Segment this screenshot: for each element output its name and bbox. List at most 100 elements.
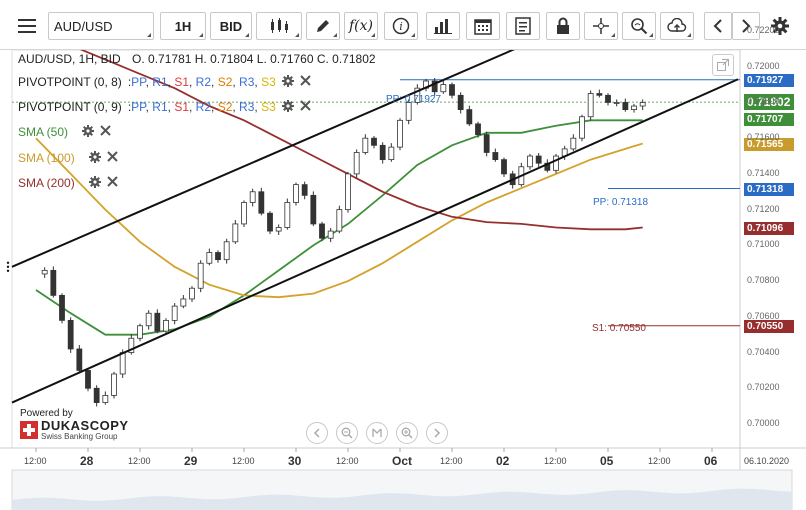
calendar-button[interactable]: [466, 12, 500, 40]
scroll-right-button[interactable]: [732, 12, 760, 40]
timeframe-selector[interactable]: 1H: [160, 12, 206, 40]
draw-button[interactable]: [306, 12, 340, 40]
close-icon[interactable]: [106, 176, 118, 190]
price-tag: 0.71565: [744, 138, 794, 152]
symbol-selector[interactable]: AUD/USD: [48, 12, 154, 40]
candle-body: [93, 387, 100, 403]
sma100-legend[interactable]: SMA (100): [18, 150, 118, 166]
crosshair-icon: [593, 18, 609, 34]
gear-icon[interactable]: [88, 175, 101, 191]
swiss-cross-icon: [20, 421, 38, 439]
y-tick-label: 0.71800: [747, 96, 780, 107]
candle-body: [535, 155, 542, 164]
candle-body: [362, 137, 369, 153]
pivot-level-label: R1: [152, 100, 168, 114]
zoom-in-button[interactable]: [396, 422, 418, 444]
scroll-left-button[interactable]: [704, 12, 732, 40]
candle-body: [613, 102, 620, 104]
price-tag: 0.70550: [744, 319, 794, 333]
candle-body: [284, 202, 291, 228]
indicator-button[interactable]: f(x): [344, 12, 378, 40]
pp1-label: PP: 0.71927: [386, 94, 442, 105]
timeframe-label: 1H: [174, 18, 192, 34]
nav-forward-button[interactable]: [426, 422, 448, 444]
zoom-icon: [631, 18, 648, 35]
candle-body: [501, 159, 507, 175]
calendar-icon: [474, 19, 492, 35]
candle-body: [171, 305, 178, 321]
pen-icon: [317, 20, 329, 32]
candles-icon: [271, 18, 288, 33]
menu-button[interactable]: [10, 12, 44, 40]
nav-back-icon: [313, 428, 320, 438]
volume-button[interactable]: [426, 12, 460, 40]
candle-body: [483, 134, 490, 153]
candle-body: [605, 94, 611, 103]
price-type-selector[interactable]: BID: [210, 12, 252, 40]
candle-body: [197, 262, 204, 289]
close-icon[interactable]: [300, 100, 311, 114]
candle-body: [267, 212, 273, 232]
pivot-level-label: R3: [239, 100, 255, 114]
lock-button[interactable]: [546, 12, 580, 40]
candle-body: [353, 152, 360, 175]
detach-button[interactable]: [712, 54, 734, 76]
upload-button[interactable]: [660, 12, 694, 40]
candle-body: [50, 269, 57, 296]
gear-icon[interactable]: [281, 74, 294, 90]
nav-back-button[interactable]: [306, 422, 328, 444]
candle-body: [440, 84, 447, 93]
candle-body: [345, 173, 351, 211]
fit-button[interactable]: [366, 422, 388, 444]
nav-right-icon: [742, 19, 751, 33]
close-icon[interactable]: [300, 75, 311, 89]
x-tick-label: Oct: [392, 454, 413, 468]
close-icon[interactable]: [106, 151, 118, 165]
symbol-line: AUD/USD, 1H, BID: [18, 52, 121, 66]
price-tag: 0.71318: [744, 182, 794, 196]
candle-body: [457, 94, 464, 110]
x-tick-label: 28: [80, 454, 94, 468]
gear-icon[interactable]: [88, 150, 101, 166]
pivot-legend-1[interactable]: PIVOTPOINT (0, 8) : PP, R1, S1, R2, S2, …: [18, 74, 311, 90]
zoom-out-button[interactable]: [336, 422, 358, 444]
gear-icon[interactable]: [82, 124, 95, 140]
lock-icon: [557, 17, 569, 34]
y-tick-label: 0.70600: [747, 310, 780, 321]
candle-body: [579, 116, 585, 139]
chart-type-button[interactable]: [256, 12, 302, 40]
candle-body: [596, 93, 603, 96]
dropdown-corner-icon: [649, 33, 653, 37]
sma50-label: SMA (50): [18, 125, 69, 139]
x-tick-label: 05: [600, 454, 614, 468]
y-tick-label: 0.70200: [747, 382, 780, 393]
candle-body: [492, 152, 499, 161]
close-icon[interactable]: [100, 125, 111, 139]
sma200-legend[interactable]: SMA (200): [18, 175, 118, 191]
crosshair-button[interactable]: [584, 12, 618, 40]
candle-body: [639, 102, 646, 107]
settings-button[interactable]: [766, 12, 794, 40]
x-tick-label: 12:00: [24, 456, 47, 466]
candle-body: [527, 155, 533, 168]
y-tick-label: 0.70400: [747, 346, 780, 357]
zoom-button[interactable]: [622, 12, 656, 40]
ohlc-values: O. 0.71781 H. 0.71804 L. 0.71760 C. 0.71…: [132, 52, 376, 66]
y-tick-label: 0.71600: [747, 132, 780, 143]
upload-icon: [667, 18, 687, 32]
candle-body: [275, 227, 282, 232]
candle-body: [336, 209, 343, 232]
candle-body: [388, 146, 395, 161]
y-tick-label: 0.72200: [747, 25, 780, 35]
gear-icon[interactable]: [281, 99, 294, 115]
sma50-legend[interactable]: SMA (50): [18, 124, 111, 140]
report-button[interactable]: [506, 12, 540, 40]
pivot-level-label: R3: [239, 75, 255, 89]
pp2-label: PP: 0.71318: [593, 197, 649, 208]
info-button[interactable]: i: [384, 12, 418, 40]
trendline-0: [11, 26, 566, 268]
candle-body: [163, 319, 169, 332]
pivot-legend-2[interactable]: PIVOTPOINT (0, 9) : PP, R1, S1, R2, S2, …: [18, 99, 311, 115]
